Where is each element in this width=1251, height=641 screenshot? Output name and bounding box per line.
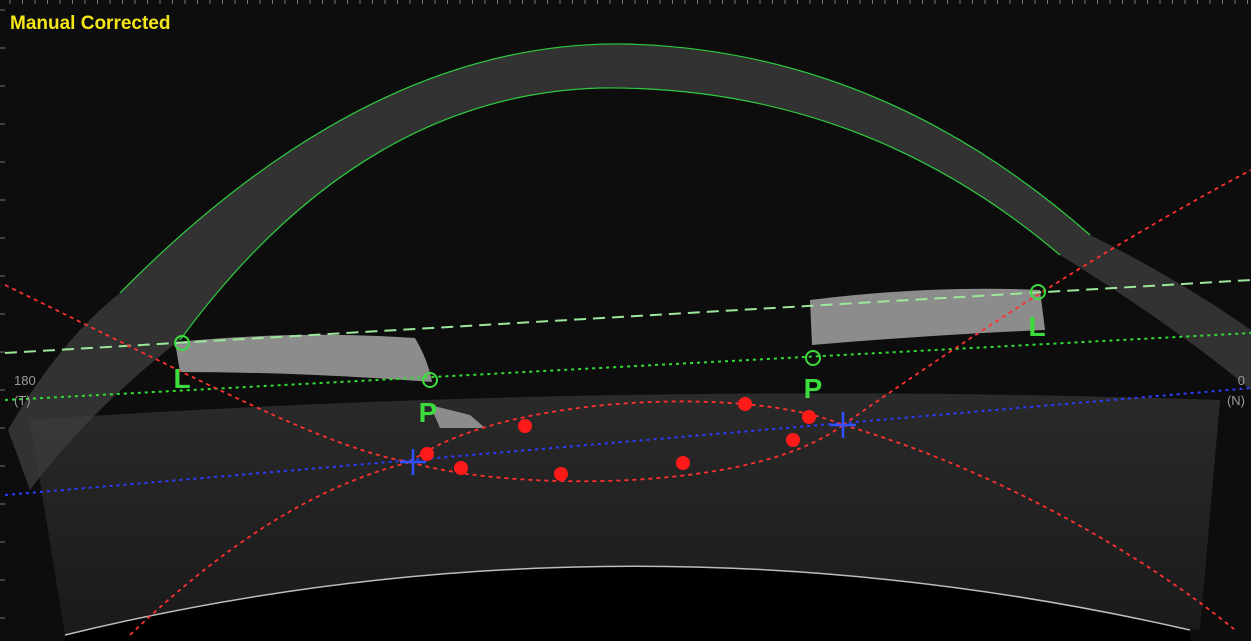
landmark-label: L [1028,311,1045,342]
axis-side: (N) [1227,393,1245,408]
point [786,433,800,447]
point [676,456,690,470]
point [518,419,532,433]
title: Manual Corrected [10,13,170,34]
axis-angle: 0 [1238,373,1245,388]
point [802,410,816,424]
landmark-label: L [173,363,190,394]
axis-side: (T) [14,393,31,408]
landmark-label: P [804,373,823,404]
axis-angle: 180 [14,373,36,388]
point [738,397,752,411]
point [554,467,568,481]
point [420,447,434,461]
landmark-label: P [419,397,438,428]
oct-scan: L P P L 180 (T) 0 (N) Manual Corrected [0,0,1251,641]
point [454,461,468,475]
page: L P P L 180 (T) 0 (N) Manual Corrected (… [0,0,1251,641]
